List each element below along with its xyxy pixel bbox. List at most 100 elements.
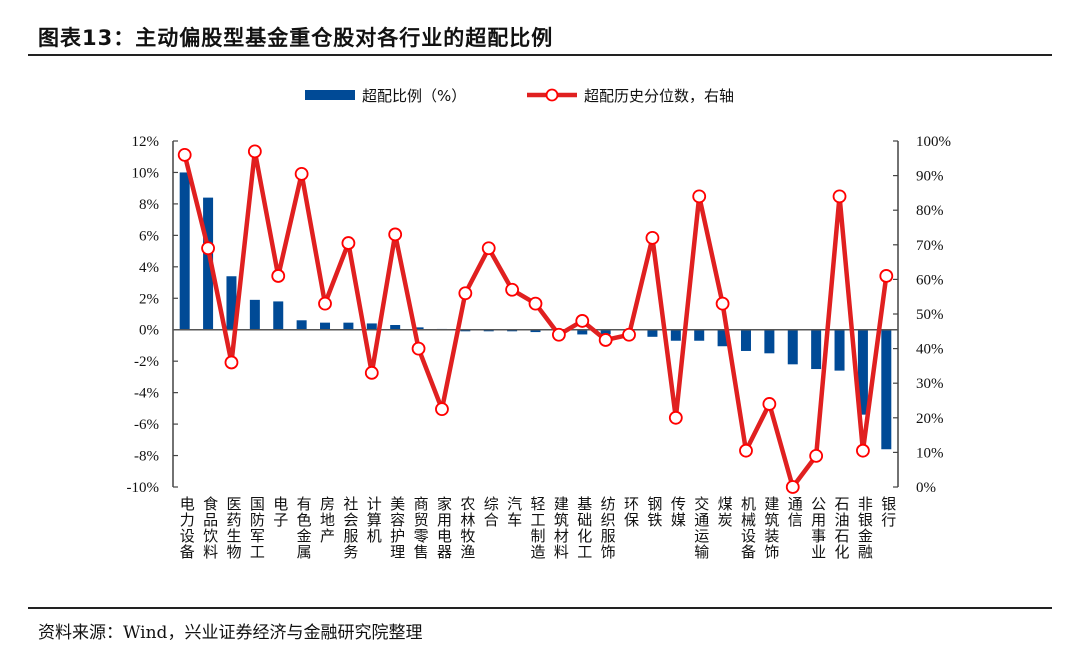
point-机械设备 xyxy=(739,443,753,458)
right-tick-label: 50% xyxy=(916,307,944,323)
category-label: 电力设备 xyxy=(177,496,196,560)
category-label: 农林牧渔 xyxy=(458,496,477,560)
left-tick-label: 2% xyxy=(139,291,159,307)
category-label: 美容护理 xyxy=(388,496,407,560)
bar-商贸零售 xyxy=(413,327,424,330)
category-label: 综合 xyxy=(481,496,500,528)
category-label: 商贸零售 xyxy=(411,496,430,560)
category-label: 钢铁 xyxy=(645,496,664,528)
left-tick-label: -4% xyxy=(134,386,159,402)
category-label: 煤炭 xyxy=(715,496,734,528)
bar-综合 xyxy=(483,329,494,332)
bar-煤炭 xyxy=(717,329,728,347)
category-label: 社会服务 xyxy=(341,496,360,560)
point-食品饮料 xyxy=(201,241,215,256)
category-label: 医药生物 xyxy=(224,496,243,560)
category-label: 食品饮料 xyxy=(201,496,220,560)
category-label: 银行 xyxy=(879,496,898,528)
point-国防军工 xyxy=(247,144,262,159)
point-计算机 xyxy=(364,365,379,380)
category-label: 汽车 xyxy=(505,496,524,528)
category-label: 石油石化 xyxy=(832,496,851,560)
left-tick-label: -6% xyxy=(134,417,159,433)
point-建筑装饰 xyxy=(762,397,777,411)
left-tick-label: 8% xyxy=(139,197,159,213)
category-label: 电子 xyxy=(271,496,290,528)
footer-divider xyxy=(28,607,1052,609)
bar-农林牧渔 xyxy=(460,329,471,332)
point-建筑材料 xyxy=(551,327,566,342)
category-label: 纺织服饰 xyxy=(598,496,617,560)
bar-石油石化 xyxy=(834,329,845,371)
legend-line-label: 超配历史分位数，右轴 xyxy=(584,87,734,105)
point-钢铁 xyxy=(645,230,660,245)
point-纺织服饰 xyxy=(598,333,613,347)
point-传媒 xyxy=(668,410,683,425)
category-label: 通信 xyxy=(785,496,804,528)
right-tick-label: 20% xyxy=(916,411,944,427)
bar-公用事业 xyxy=(811,329,822,370)
point-医药生物 xyxy=(224,355,239,370)
left-tick-label: 10% xyxy=(132,165,160,181)
point-商贸零售 xyxy=(411,341,426,356)
bar-传媒 xyxy=(670,329,681,341)
right-tick-label: 10% xyxy=(916,445,944,461)
category-label: 建筑材料 xyxy=(551,496,570,560)
legend-line-marker xyxy=(545,88,559,102)
category-label: 环保 xyxy=(622,496,641,528)
bar-通信 xyxy=(787,329,798,365)
left-tick-label: 12% xyxy=(132,134,160,150)
point-综合 xyxy=(481,241,496,256)
point-轻工制造 xyxy=(528,296,543,311)
point-银行 xyxy=(879,269,894,283)
point-房地产 xyxy=(318,296,332,311)
right-tick-label: 40% xyxy=(916,342,944,358)
point-农林牧渔 xyxy=(458,286,473,301)
bar-房地产 xyxy=(320,322,331,330)
bar-纺织服饰 xyxy=(600,329,611,335)
category-label: 房地产 xyxy=(318,496,337,544)
bar-食品饮料 xyxy=(203,197,214,330)
legend-bar-label: 超配比例（%） xyxy=(362,87,466,105)
category-label: 公用事业 xyxy=(809,496,828,560)
point-煤炭 xyxy=(715,296,730,311)
source-note: 资料来源：Wind，兴业证券经济与金融研究院整理 xyxy=(38,623,423,643)
bar-机械设备 xyxy=(740,329,751,351)
point-非银金融 xyxy=(856,443,870,458)
right-tick-label: 60% xyxy=(916,272,944,288)
category-label: 家用电器 xyxy=(434,496,453,560)
bar-建筑装饰 xyxy=(764,329,775,354)
point-基础化工 xyxy=(575,314,590,328)
point-交通运输 xyxy=(692,189,707,204)
legend-bar-swatch xyxy=(305,90,355,100)
left-tick-label: 0% xyxy=(139,323,159,339)
bar-非银金融 xyxy=(857,329,868,415)
bar-钢铁 xyxy=(647,329,658,337)
left-tick-label: -10% xyxy=(127,480,160,496)
point-汽车 xyxy=(505,282,520,297)
point-公用事业 xyxy=(809,448,824,463)
title-divider xyxy=(28,54,1052,56)
point-石油石化 xyxy=(832,189,847,204)
point-美容护理 xyxy=(388,227,403,242)
category-label: 传媒 xyxy=(668,496,687,528)
bar-医药生物 xyxy=(226,276,237,330)
bar-银行 xyxy=(881,329,892,450)
bar-电力设备 xyxy=(179,172,190,330)
bar-美容护理 xyxy=(390,325,401,330)
category-label: 机械设备 xyxy=(738,496,757,560)
left-tick-label: 6% xyxy=(139,228,159,244)
bar-计算机 xyxy=(366,323,377,330)
right-tick-label: 0% xyxy=(916,480,936,496)
right-tick-label: 100% xyxy=(916,134,951,150)
point-电子 xyxy=(271,269,286,283)
category-label: 交通运输 xyxy=(692,496,711,560)
right-tick-label: 90% xyxy=(916,169,944,185)
category-label: 计算机 xyxy=(364,496,383,544)
point-家用电器 xyxy=(435,402,449,417)
category-label: 建筑装饰 xyxy=(762,496,781,560)
right-tick-label: 70% xyxy=(916,238,944,254)
point-电力设备 xyxy=(177,147,192,162)
left-tick-label: -2% xyxy=(134,354,159,370)
